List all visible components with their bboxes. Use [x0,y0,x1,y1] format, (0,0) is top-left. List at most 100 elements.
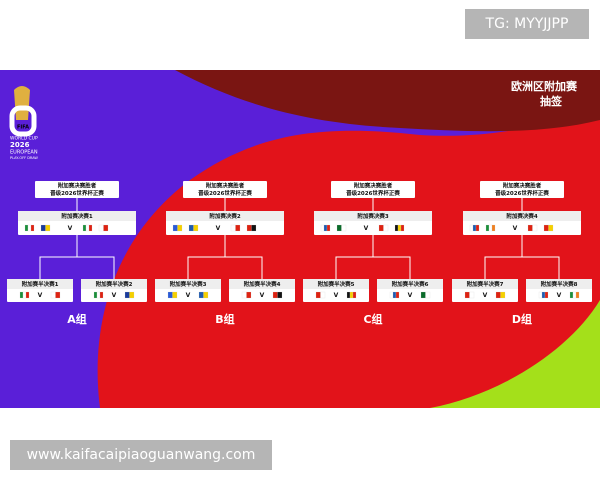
final-label: 附加赛决赛3 [357,212,389,220]
flag [45,224,51,232]
semi-label: 附加赛半决赛7 [467,280,504,288]
flag [251,224,257,232]
flag [469,291,475,299]
vs: V [112,292,117,299]
vs: V [38,292,43,299]
flag [469,224,474,232]
flag [532,224,538,232]
trophy [14,86,30,120]
flag [500,291,506,299]
flag [124,291,130,299]
flag [320,224,325,232]
flag [96,291,101,299]
flag [538,291,543,299]
flag [230,224,236,232]
flag [397,224,402,232]
flag [548,224,554,232]
flag [188,224,194,232]
semi-label-bg [377,279,443,289]
winner-text: 附加赛决赛胜者 [503,182,542,190]
logo-brand: FIFA [17,125,29,131]
connector [39,235,115,279]
flag [55,291,61,299]
flag [326,224,331,232]
winner-text: 晋级2026世界杯正赛 [198,189,252,197]
flag [464,291,470,299]
semi-label-bg [7,279,73,289]
flag [527,224,533,232]
winner-box [183,181,267,198]
semi-label: 附加赛半决赛8 [541,280,578,288]
vs: V [68,225,73,232]
flag [341,224,347,232]
flag [544,291,549,299]
vs: V [408,292,413,299]
vs: V [557,292,562,299]
winner-text: 附加赛决赛胜者 [58,182,97,190]
url-box [10,440,272,470]
flag [389,291,394,299]
flag [392,291,397,299]
flag [491,224,496,232]
logo-text: EUROPEAN [10,150,38,156]
winner-text: 晋级2026世界杯正赛 [50,189,104,197]
flag [235,224,241,232]
semi-label-bg [155,279,221,289]
winner-text: 附加赛决赛胜者 [206,182,245,190]
flag [349,291,354,299]
flag [400,224,405,232]
winner-text: 附加赛决赛胜者 [354,182,393,190]
flag [395,291,400,299]
flag [378,224,384,232]
final-label-bg [314,211,432,221]
flag [475,224,480,232]
flag [420,291,426,299]
flag [246,291,252,299]
semi-label: 附加赛半决赛5 [318,280,355,288]
footer-url: www.kaifacaipiaoguanwang.com [27,447,256,463]
flag [575,291,580,299]
logo: FIFA WORLD CUP 2026 EUROPEAN PLAY-OFF DR… [9,86,38,160]
flag [27,224,32,232]
semi-label-bg [452,279,518,289]
flag [541,291,546,299]
flag [241,291,247,299]
flag [198,291,204,299]
flag [425,291,431,299]
vs: V [364,225,369,232]
vs: V [216,225,221,232]
flag [323,224,328,232]
flag [320,291,326,299]
final-label: 附加赛决赛1 [61,212,93,220]
vs: V [260,292,265,299]
semi-label: 附加赛半决赛4 [244,280,281,288]
watermark-box [465,9,589,39]
flag [272,291,278,299]
semi-label: 附加赛半决赛3 [170,280,207,288]
group-name: D组 [512,312,532,326]
logo-text: WORLD CUP [10,136,38,142]
winner-text: 晋级2026世界杯正赛 [346,189,400,197]
flag [172,291,178,299]
connector [187,235,263,279]
flag [569,291,574,299]
semi-label-bg [81,279,147,289]
semi-label: 附加赛半决赛1 [22,280,59,288]
flag [24,224,29,232]
flag [572,291,577,299]
semi-label: 附加赛半决赛6 [392,280,429,288]
flag [98,224,104,232]
flag [472,224,477,232]
title: 欧洲区附加赛 [511,79,578,93]
semi-label-bg [303,279,369,289]
flag [19,291,24,299]
connector [335,235,411,279]
flag [88,224,93,232]
flag [25,291,30,299]
vs: V [483,292,488,299]
winner-box [480,181,564,198]
flag [495,291,501,299]
